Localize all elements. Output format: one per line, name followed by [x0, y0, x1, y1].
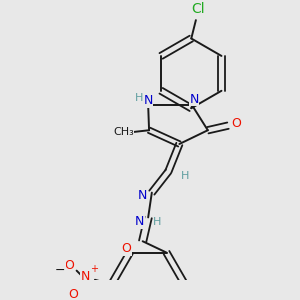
- Text: N: N: [189, 92, 199, 106]
- Text: −: −: [55, 264, 65, 277]
- Text: H: H: [153, 217, 161, 227]
- Text: N: N: [135, 215, 145, 229]
- Text: +: +: [90, 264, 98, 274]
- Text: H: H: [181, 171, 189, 181]
- Text: O: O: [68, 288, 78, 300]
- Text: N: N: [143, 94, 153, 107]
- Text: O: O: [64, 259, 74, 272]
- Text: CH₃: CH₃: [113, 127, 134, 137]
- Text: N: N: [138, 189, 147, 202]
- Text: O: O: [231, 117, 241, 130]
- Text: H: H: [135, 93, 143, 103]
- Text: O: O: [121, 242, 131, 255]
- Text: Cl: Cl: [191, 2, 205, 16]
- Text: N: N: [81, 270, 91, 283]
